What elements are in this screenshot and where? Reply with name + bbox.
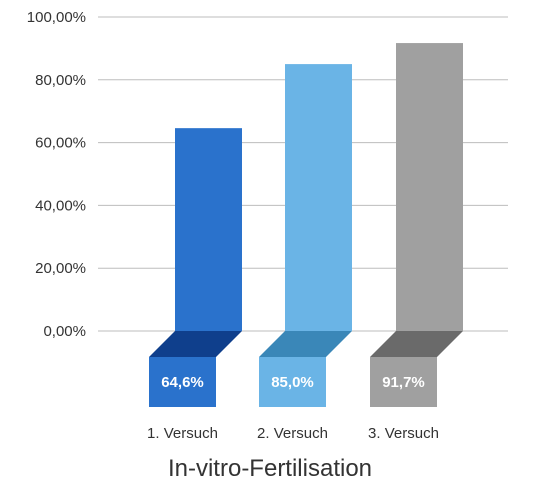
y-tick-label: 0,00% <box>43 323 86 340</box>
x-axis-categories: 1. Versuch 2. Versuch 3. Versuch <box>147 425 439 442</box>
bar-label-block <box>149 357 216 407</box>
x-tick-label: 1. Versuch <box>147 425 218 442</box>
bar <box>396 43 463 331</box>
bar-chart: 0,00% 20,00% 40,00% 60,00% 80,00% 100,00% 64,… <box>27 9 508 442</box>
bar <box>175 128 242 331</box>
bar-fold <box>149 331 242 357</box>
bar-fold <box>259 331 352 357</box>
bar-label-block <box>259 357 326 407</box>
y-tick-label: 80,00% <box>35 72 86 89</box>
bar-fold <box>370 331 463 357</box>
data-label: 64,6% <box>161 374 204 391</box>
chart-title: In-vitro-Fertilisation <box>167 455 373 482</box>
y-tick-label: 60,00% <box>35 135 86 152</box>
bars: 64,6% 85,0% 91,7% <box>149 43 463 407</box>
bar <box>285 64 352 331</box>
y-tick-label: 40,00% <box>35 197 86 214</box>
x-tick-label: 2. Versuch <box>257 425 328 442</box>
x-tick-label: 3. Versuch <box>368 425 439 442</box>
y-tick-label: 20,00% <box>35 260 86 277</box>
bar-label-block <box>370 357 437 407</box>
y-tick-label: 100,00% <box>27 9 86 26</box>
data-label: 91,7% <box>382 374 425 391</box>
data-label: 85,0% <box>271 374 314 391</box>
y-axis-ticks: 0,00% 20,00% 40,00% 60,00% 80,00% 100,00% <box>27 9 86 340</box>
